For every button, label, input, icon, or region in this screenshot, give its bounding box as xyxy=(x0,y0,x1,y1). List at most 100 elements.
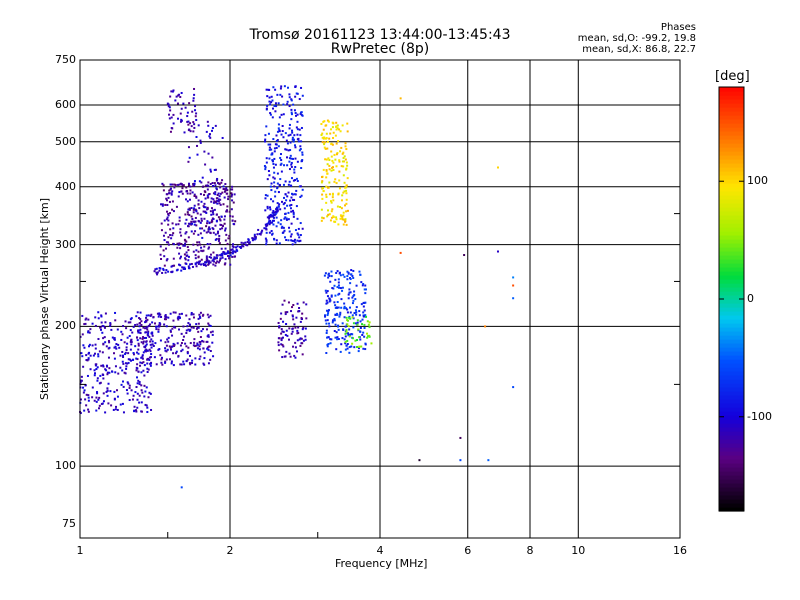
scatter-point xyxy=(177,355,180,358)
scatter-point xyxy=(94,364,97,367)
scatter-point xyxy=(280,219,283,222)
scatter-point xyxy=(160,358,163,361)
scatter-point xyxy=(322,190,325,193)
scatter-point xyxy=(288,226,291,229)
scatter-point xyxy=(210,213,213,216)
scatter-point xyxy=(96,391,99,394)
stats-line-o: mean, sd,O: -99.2, 19.8 xyxy=(577,33,696,44)
scatter-point xyxy=(268,100,271,103)
scatter-point xyxy=(126,362,129,365)
scatter-point xyxy=(181,348,184,351)
scatter-point xyxy=(265,161,268,164)
scatter-point xyxy=(302,339,305,342)
scatter-point xyxy=(299,196,302,199)
x-tick-label: 2 xyxy=(226,544,234,557)
scatter-point xyxy=(339,274,342,277)
scatter-point xyxy=(214,264,217,267)
scatter-point xyxy=(175,223,178,226)
scatter-point xyxy=(276,130,279,133)
scatter-point xyxy=(142,326,145,329)
scatter-point xyxy=(209,350,212,353)
colorbar-step xyxy=(719,267,744,272)
scatter-point xyxy=(160,257,163,260)
scatter-point xyxy=(278,337,281,340)
scatter-point xyxy=(301,353,304,356)
scatter-point xyxy=(215,261,218,264)
scatter-point xyxy=(109,322,112,325)
scatter-point xyxy=(165,358,168,361)
scatter-point xyxy=(84,322,87,325)
scatter-point xyxy=(184,242,187,245)
scatter-point xyxy=(276,202,279,205)
scatter-point xyxy=(137,352,140,355)
scatter-point xyxy=(156,312,159,315)
scatter-point xyxy=(297,137,300,140)
scatter-point xyxy=(223,196,226,199)
scatter-point xyxy=(340,306,343,309)
scatter-point xyxy=(140,371,143,374)
scatter-point xyxy=(172,122,175,125)
scatter-point xyxy=(142,342,145,345)
scatter-point xyxy=(328,300,331,303)
colorbar-step xyxy=(719,467,744,472)
scatter-point xyxy=(330,270,333,273)
scatter-point xyxy=(274,190,277,193)
scatter-point xyxy=(84,384,87,387)
scatter-point xyxy=(173,183,176,186)
scatter-point xyxy=(301,153,304,156)
scatter-point xyxy=(101,331,104,334)
scatter-point xyxy=(198,340,201,343)
scatter-point xyxy=(329,342,332,345)
scatter-point xyxy=(296,160,299,163)
scatter-point xyxy=(171,183,174,186)
scatter-point xyxy=(291,327,294,330)
scatter-point xyxy=(275,140,278,143)
scatter-point xyxy=(352,322,355,325)
scatter-point xyxy=(87,394,90,397)
scatter-point xyxy=(292,179,295,182)
colorbar-step xyxy=(719,275,744,280)
scatter-point xyxy=(196,347,199,350)
scatter-point xyxy=(296,332,299,335)
scatter-point xyxy=(114,345,117,348)
scatter-point xyxy=(102,343,105,346)
scatter-point xyxy=(216,260,219,263)
scatter-point xyxy=(264,168,267,171)
scatter-point xyxy=(277,205,280,208)
scatter-point xyxy=(120,338,123,341)
scatter-point xyxy=(273,238,276,241)
colorbar-step xyxy=(719,231,744,236)
scatter-point xyxy=(179,264,182,267)
scatter-point xyxy=(331,193,334,196)
scatter-point xyxy=(182,335,185,338)
scatter-point xyxy=(230,195,233,198)
scatter-point xyxy=(275,239,278,242)
scatter-point xyxy=(352,317,355,320)
scatter-point xyxy=(164,349,167,352)
scatter-point xyxy=(91,386,94,389)
scatter-point xyxy=(138,317,141,320)
scatter-point xyxy=(236,249,239,252)
scatter-point xyxy=(293,109,296,112)
scatter-point xyxy=(266,207,269,210)
scatter-point xyxy=(191,218,194,221)
scatter-point xyxy=(150,346,153,349)
scatter-point xyxy=(225,210,228,213)
scatter-point xyxy=(186,200,189,203)
scatter-point xyxy=(175,205,178,208)
scatter-point xyxy=(348,291,351,294)
scatter-point xyxy=(342,273,345,276)
scatter-point xyxy=(91,322,94,325)
scatter-point xyxy=(342,174,345,177)
scatter-point xyxy=(107,382,110,385)
scatter-point xyxy=(166,258,169,261)
scatter-point xyxy=(275,225,278,228)
scatter-point xyxy=(185,198,188,201)
scatter-point xyxy=(121,369,124,372)
scatter-point xyxy=(292,103,295,106)
scatter-point xyxy=(344,218,347,221)
scatter-point xyxy=(197,255,200,258)
scatter-point xyxy=(270,189,273,192)
scatter-point xyxy=(207,247,210,250)
